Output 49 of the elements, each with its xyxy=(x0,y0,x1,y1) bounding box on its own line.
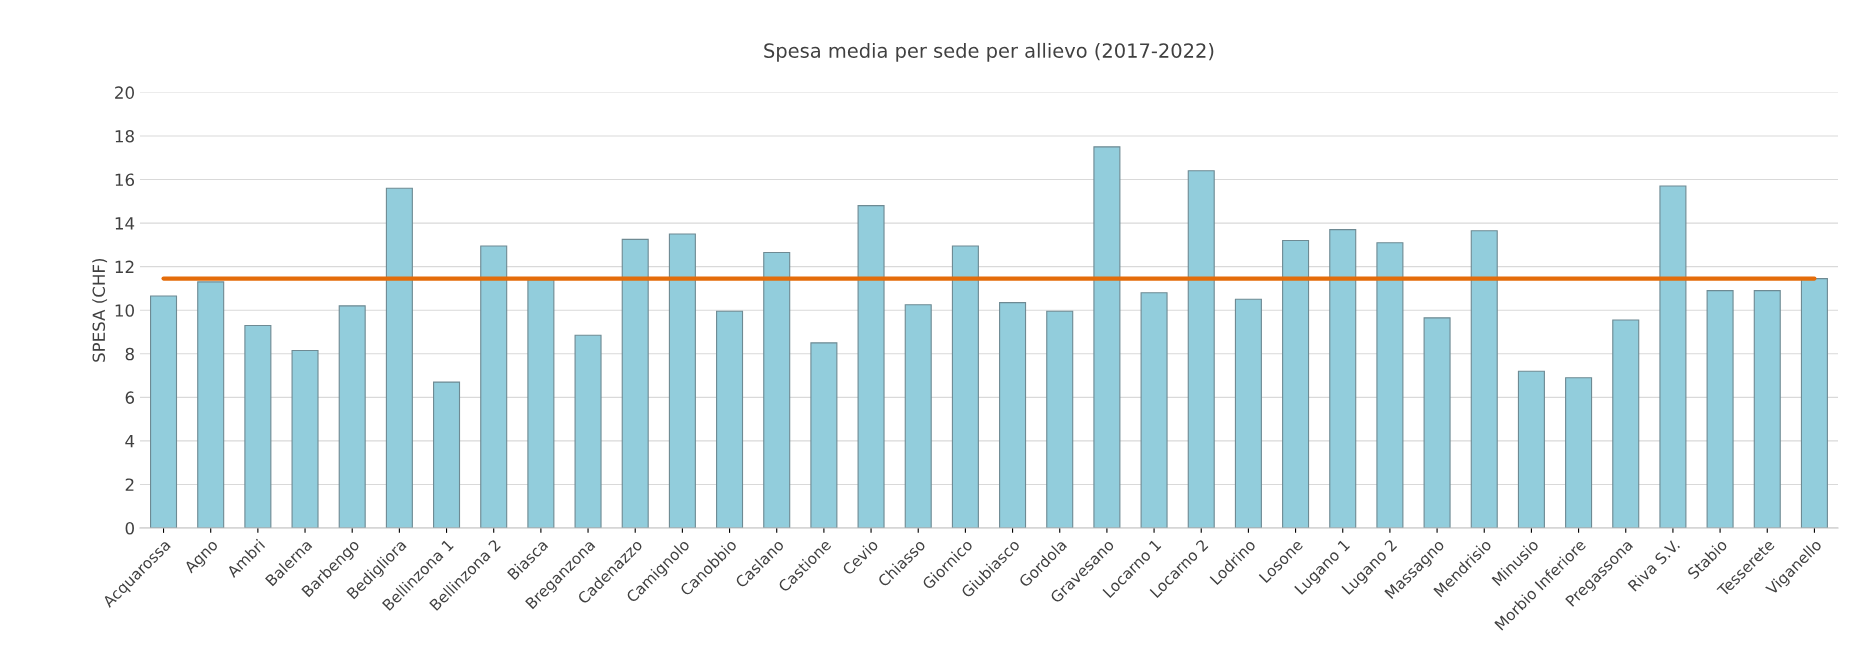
bar xyxy=(857,205,885,528)
y-tick-label: 6 xyxy=(125,391,135,404)
bar xyxy=(1093,146,1121,528)
bar xyxy=(1187,170,1215,528)
bar xyxy=(480,245,508,528)
y-tick-label: 20 xyxy=(115,86,134,99)
bar xyxy=(951,245,979,528)
bar xyxy=(150,295,178,528)
bar xyxy=(1329,229,1357,528)
y-tick-label: 2 xyxy=(125,478,134,491)
bar xyxy=(1282,239,1310,528)
chart-title: Spesa media per sede per allievo (2017-2022) xyxy=(764,42,1214,62)
bar xyxy=(1753,290,1781,528)
bar xyxy=(1423,317,1451,528)
y-tick-label: 16 xyxy=(115,173,135,187)
bar xyxy=(1046,310,1074,528)
bar xyxy=(668,233,696,528)
bar xyxy=(197,281,225,528)
bar xyxy=(810,342,838,528)
bar xyxy=(1659,185,1687,528)
bar xyxy=(527,279,555,528)
y-tick-label: 14 xyxy=(115,217,135,230)
bar xyxy=(1376,242,1404,528)
y-tick-label: 10 xyxy=(115,304,134,317)
y-tick-label: 8 xyxy=(125,347,134,361)
bar xyxy=(1470,230,1498,528)
bar xyxy=(1612,319,1640,528)
bar xyxy=(1565,377,1593,528)
bar xyxy=(1234,298,1262,528)
bar xyxy=(433,381,461,528)
y-tick-label: 18 xyxy=(115,129,134,143)
bar xyxy=(1800,278,1828,528)
y-tick-label: 4 xyxy=(125,435,135,448)
y-tick-label: 0 xyxy=(125,521,134,535)
bar xyxy=(385,187,413,528)
bar xyxy=(1517,370,1545,528)
bar xyxy=(716,310,744,528)
bar xyxy=(904,304,932,528)
bar xyxy=(999,302,1027,528)
bar xyxy=(1140,292,1168,528)
bar xyxy=(621,238,649,528)
bar xyxy=(763,251,791,528)
bar xyxy=(291,349,319,528)
y-tick-label: 12 xyxy=(115,260,134,273)
bar xyxy=(244,324,272,528)
bar xyxy=(574,334,602,528)
bar xyxy=(1706,290,1734,528)
bar xyxy=(338,305,366,528)
y-axis-title: SPESA (CHF) xyxy=(92,258,108,362)
